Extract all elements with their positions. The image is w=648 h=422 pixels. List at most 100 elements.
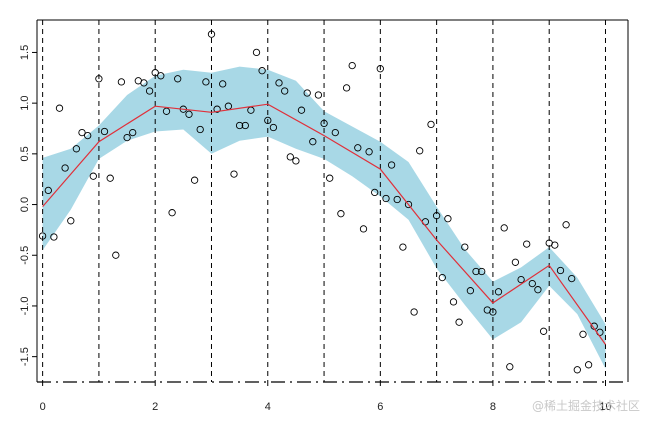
- data-point-40: [264, 116, 272, 125]
- data-point-80: [489, 308, 497, 316]
- data-point-34: [230, 170, 238, 178]
- data-point-49: [314, 91, 323, 99]
- data-point-52: [331, 128, 339, 137]
- y-tick-label-3: 0.0: [19, 197, 31, 212]
- data-point-69: [427, 120, 435, 129]
- data-point-59: [371, 188, 379, 197]
- data-point-96: [579, 330, 587, 338]
- data-point-81: [494, 288, 503, 296]
- data-point-41: [269, 123, 278, 132]
- data-point-72: [444, 215, 452, 223]
- data-point-7: [78, 128, 86, 137]
- data-point-47: [303, 89, 311, 97]
- fit-line: [42, 103, 606, 345]
- data-point-16: [129, 128, 137, 137]
- data-point-75: [461, 243, 469, 251]
- data-point-85: [517, 275, 525, 284]
- data-point-36: [241, 121, 249, 130]
- x-tick-label-1: 2: [152, 401, 158, 413]
- data-point-76: [466, 287, 475, 295]
- data-point-12: [106, 174, 114, 182]
- data-point-93: [562, 221, 570, 229]
- y-tick-label-5: 1.0: [19, 96, 31, 111]
- data-point-56: [354, 144, 362, 152]
- data-point-48: [309, 138, 317, 146]
- data-point-45: [292, 157, 300, 165]
- data-point-38: [252, 48, 261, 57]
- y-tick-label-1: -1.0: [19, 296, 31, 315]
- data-point-28: [196, 125, 204, 134]
- data-point-15: [123, 133, 131, 142]
- data-point-44: [286, 153, 294, 161]
- data-point-91: [551, 241, 559, 249]
- data-point-22: [162, 107, 171, 115]
- x-tick-label-2: 4: [265, 401, 271, 413]
- data-point-65: [404, 200, 413, 209]
- data-point-1: [44, 186, 52, 195]
- data-point-35: [235, 121, 244, 130]
- data-point-78: [478, 267, 486, 276]
- data-point-83: [506, 363, 514, 371]
- data-point-55: [348, 61, 356, 70]
- data-point-66: [410, 308, 418, 316]
- data-point-51: [326, 174, 334, 182]
- data-point-63: [393, 195, 401, 204]
- data-point-20: [151, 69, 159, 77]
- data-point-10: [95, 75, 103, 83]
- data-point-54: [342, 84, 351, 92]
- data-point-86: [523, 240, 531, 248]
- data-point-3: [55, 104, 64, 112]
- data-point-89: [539, 327, 548, 335]
- x-tick-label-4: 8: [490, 401, 496, 413]
- data-point-0: [38, 232, 47, 240]
- data-point-46: [297, 106, 306, 114]
- data-point-94: [568, 274, 576, 283]
- data-point-26: [185, 110, 193, 118]
- data-point-64: [399, 243, 407, 251]
- data-point-92: [556, 266, 565, 275]
- data-point-58: [365, 148, 373, 156]
- data-point-82: [500, 224, 508, 232]
- data-point-70: [432, 212, 441, 220]
- plot-area: -1.5 -1.0 -0.5 0.0 0.5 1.0 1.5 0 2 4 6 8 10: [19, 19, 629, 413]
- x-tick-label-0: 0: [40, 401, 46, 413]
- data-point-73: [449, 298, 458, 306]
- data-point-18: [140, 79, 148, 87]
- data-point-21: [157, 72, 165, 80]
- data-point-13: [112, 251, 120, 259]
- watermark-text: @稀土掘金技术社区: [531, 399, 640, 413]
- data-point-67: [416, 147, 424, 155]
- data-point-2: [50, 233, 58, 241]
- data-point-50: [320, 119, 328, 128]
- data-point-95: [573, 366, 581, 374]
- x-tick-label-3: 6: [377, 401, 383, 413]
- data-point-32: [219, 80, 227, 88]
- data-point-84: [511, 258, 520, 266]
- y-tick-label-2: -0.5: [19, 246, 31, 265]
- data-point-74: [455, 318, 463, 326]
- data-point-43: [281, 87, 289, 95]
- data-point-87: [528, 279, 536, 288]
- data-point-39: [258, 67, 266, 75]
- data-point-88: [534, 286, 542, 294]
- data-point-53: [337, 210, 345, 218]
- data-point-11: [100, 127, 109, 136]
- data-point-97: [584, 361, 593, 369]
- data-point-6: [72, 145, 81, 153]
- data-point-23: [168, 209, 176, 217]
- data-point-14: [117, 78, 126, 86]
- data-point-30: [207, 30, 216, 38]
- data-point-27: [190, 176, 199, 184]
- data-point-42: [275, 79, 283, 87]
- data-point-8: [84, 131, 92, 140]
- data-point-24: [174, 75, 182, 83]
- confidence-band: [42, 66, 606, 369]
- y-tick-label-0: -1.5: [19, 347, 31, 366]
- data-point-4: [61, 164, 69, 172]
- data-point-31: [213, 105, 221, 113]
- data-point-9: [89, 172, 97, 180]
- data-point-71: [438, 273, 446, 282]
- data-point-77: [472, 267, 480, 276]
- data-point-57: [359, 225, 368, 233]
- data-point-29: [202, 78, 210, 86]
